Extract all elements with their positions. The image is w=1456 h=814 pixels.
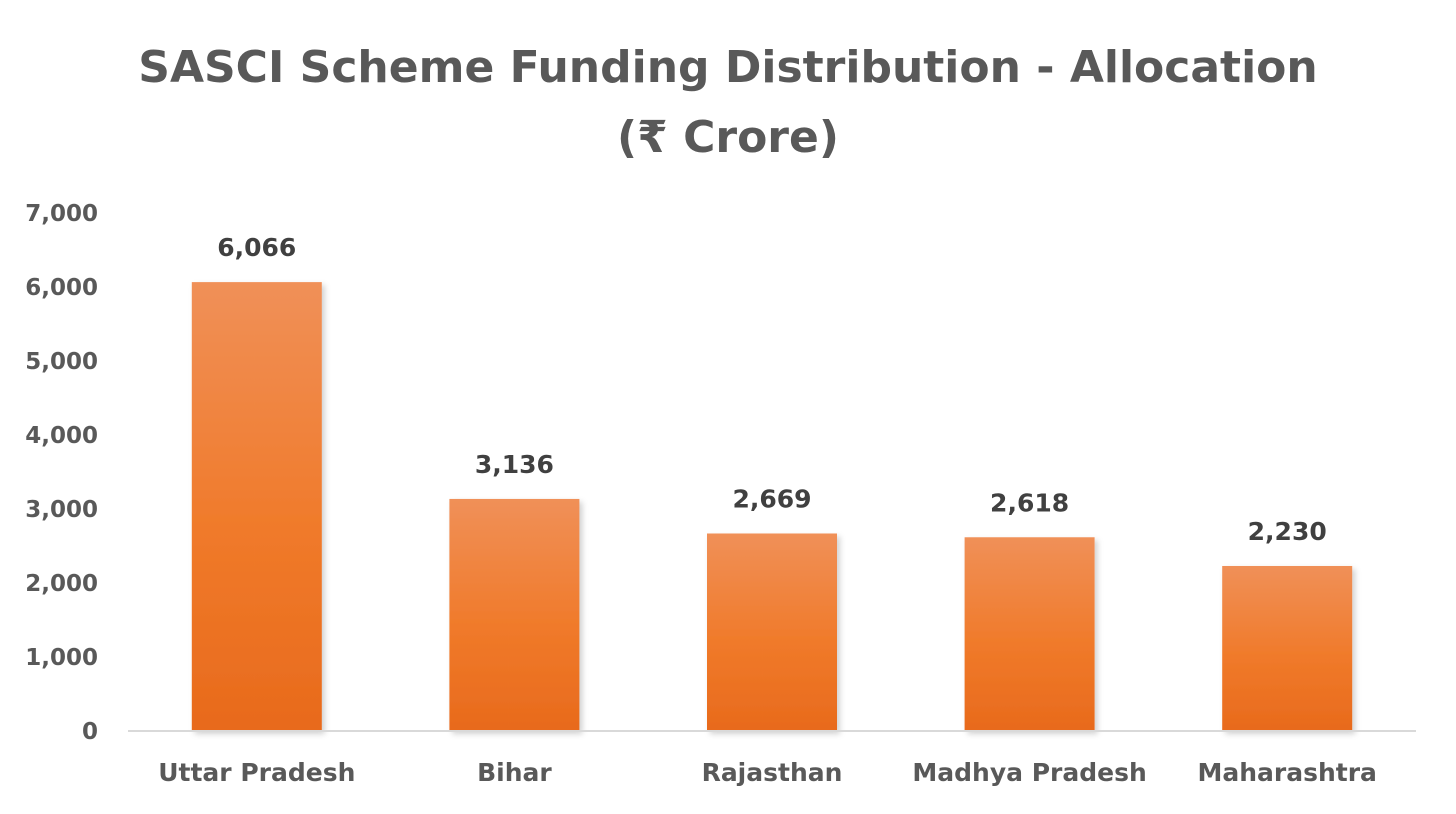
y-tick-label: 3,000 bbox=[25, 497, 98, 523]
y-tick-label: 1,000 bbox=[25, 645, 98, 671]
bar bbox=[191, 282, 322, 731]
chart-title-line-1: SASCI Scheme Funding Distribution - Allo… bbox=[138, 42, 1317, 93]
data-label: 2,618 bbox=[990, 488, 1069, 517]
y-tick-label: 2,000 bbox=[25, 571, 98, 597]
x-tick-label: Bihar bbox=[477, 758, 552, 787]
y-tick-label: 0 bbox=[82, 719, 98, 745]
y-tick-label: 4,000 bbox=[25, 423, 98, 449]
data-labels: 6,066 3,136 2,669 2,618 2,230 bbox=[217, 233, 1326, 546]
x-tick-label: Maharashtra bbox=[1197, 758, 1376, 787]
y-tick-label: 6,000 bbox=[25, 275, 98, 301]
data-label: 6,066 bbox=[217, 233, 296, 262]
bar bbox=[964, 537, 1095, 731]
x-axis-ticks: Uttar Pradesh Bihar Rajasthan Madhya Prades… bbox=[158, 758, 1377, 787]
bar bbox=[707, 533, 837, 731]
y-tick-label: 7,000 bbox=[25, 201, 98, 227]
x-tick-label: Uttar Pradesh bbox=[158, 758, 355, 787]
y-axis-ticks: 0 1,000 2,000 3,000 4,000 5,000 6,000 7,000 bbox=[25, 201, 98, 745]
data-label: 3,136 bbox=[475, 450, 554, 479]
x-tick-label: Rajasthan bbox=[702, 758, 843, 787]
y-tick-label: 5,000 bbox=[25, 349, 98, 375]
chart-title-line-2: (₹ Crore) bbox=[617, 112, 839, 163]
x-tick-label: Madhya Pradesh bbox=[912, 758, 1146, 787]
bar bbox=[1222, 565, 1353, 731]
data-label: 2,669 bbox=[732, 484, 811, 513]
bars bbox=[191, 282, 1353, 731]
bar bbox=[449, 498, 580, 731]
data-label: 2,230 bbox=[1248, 517, 1327, 546]
